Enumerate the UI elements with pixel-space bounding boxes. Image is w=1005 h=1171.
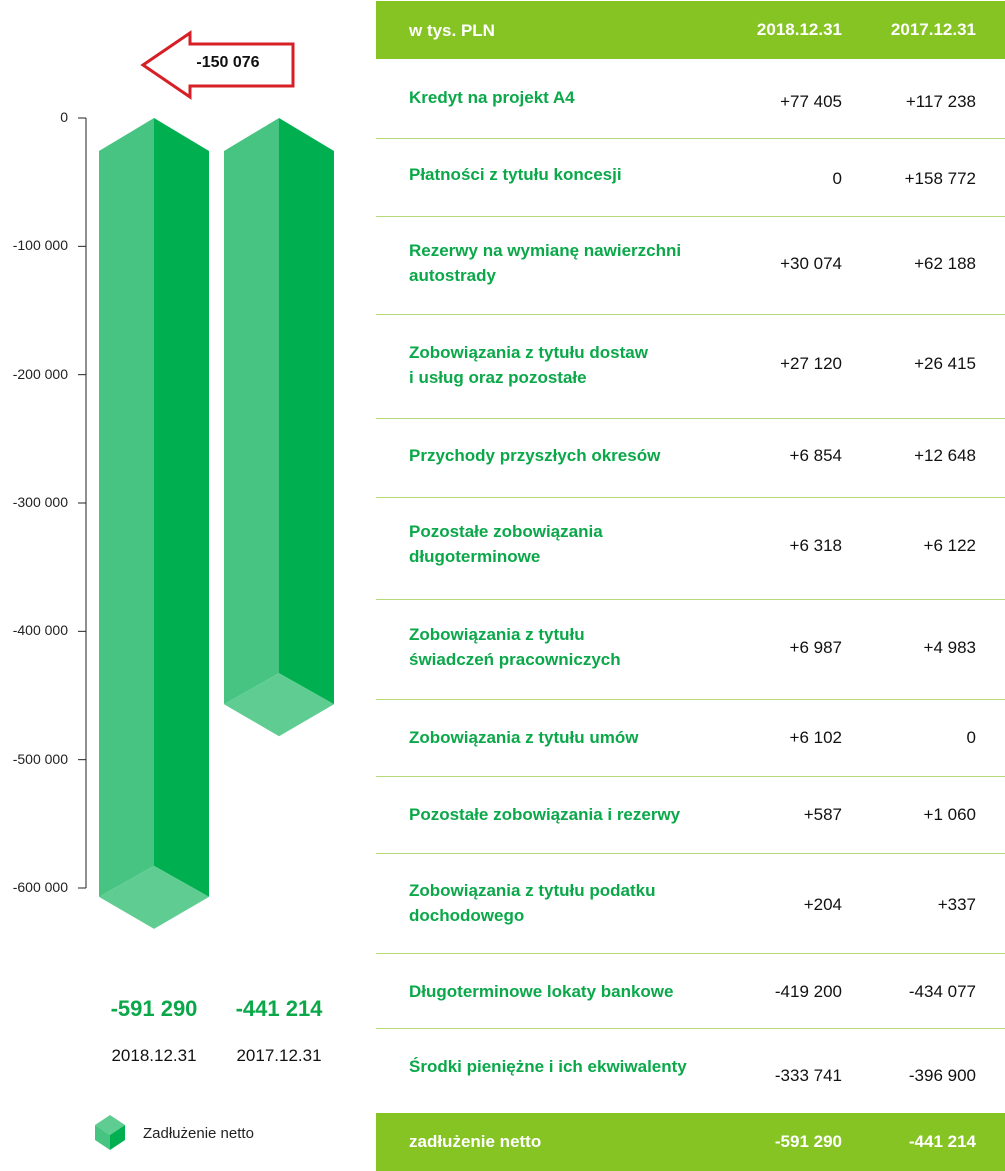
row-value-2018: +6 854 (789, 446, 842, 465)
row-label: Zobowiązania z tytułu świadczeń pracowni… (409, 625, 621, 669)
row-value-2017: -396 900 (908, 1066, 976, 1085)
bar-total-2018: -591 290 (110, 996, 198, 1021)
row-value-2017: +117 238 (905, 92, 976, 111)
chart-canvas (78, 30, 334, 1150)
row-value-2018: +6 987 (789, 638, 842, 657)
bar-date-2017: 2017.12.31 (236, 1046, 322, 1065)
row-label: Pozostałe zobowiązania i rezerwy (409, 805, 681, 824)
y-axis-tick-label: -200 000 (12, 365, 68, 382)
row-value-2018: +77 405 (780, 92, 842, 111)
row-label: Kredyt na projekt A4 (409, 88, 575, 107)
footer-label: zadłużenie netto (409, 1132, 542, 1151)
row-value-2018: +27 120 (780, 354, 842, 373)
row-value-2017: +4 983 (923, 638, 976, 657)
y-axis-tick-label: -100 000 (12, 237, 68, 254)
row-value-2018: +30 074 (780, 254, 842, 273)
table-footer: zadłużenie netto -591 290 -441 214 (376, 1113, 1005, 1171)
row-value-2017: +62 188 (914, 254, 976, 273)
row-value-2017: -434 077 (908, 982, 976, 1001)
difference-arrow (140, 30, 295, 100)
table-row: Pozostałe zobowiązania długoterminowe +6… (376, 498, 1005, 600)
y-axis-tick-label: 0 (60, 109, 68, 125)
bar-total-2017: -441 214 (235, 996, 323, 1021)
table-header: w tys. PLN 2018.12.31 2017.12.31 (376, 1, 1005, 59)
bar-side-face-2018 (154, 118, 209, 897)
row-value-2017: 0 (966, 728, 976, 747)
legend-label: Zadłużenie netto (143, 1125, 254, 1142)
header-col-2017: 2017.12.31 (890, 20, 976, 39)
bar-front-face-2018 (99, 118, 154, 897)
legend-cube-right (110, 1125, 125, 1150)
table-row: Rezerwy na wymianę nawierzchni autostrad… (376, 217, 1005, 315)
row-label: Długoterminowe lokaty bankowe (409, 982, 674, 1001)
bar-side-face-2017 (279, 118, 334, 705)
row-label: Środki pieniężne i ich ekwiwalenty (409, 1057, 687, 1076)
row-value-2017: +158 772 (904, 169, 976, 188)
row-value-2017: +337 (937, 895, 976, 914)
header-col-2018: 2018.12.31 (756, 20, 842, 39)
row-value-2017: +1 060 (923, 805, 976, 824)
row-value-2018: +587 (803, 805, 842, 824)
row-value-2018: +6 318 (789, 536, 842, 555)
footer-value-2017: -441 214 (908, 1132, 976, 1151)
row-label: Zobowiązania z tytułu umów (409, 728, 639, 747)
row-value-2017: +12 648 (914, 446, 976, 465)
net-debt-chart: 0 -100 000 -200 000 -300 000 -400 000 -500 00… (0, 0, 370, 1171)
y-axis-tick-label: -300 000 (12, 494, 68, 510)
row-value-2018: +204 (803, 895, 842, 914)
row-label: Zobowiązania z tytułu podatku dochodoweg… (409, 881, 656, 925)
row-value-2018: +6 102 (789, 728, 842, 747)
table-row: Pozostałe zobowiązania i rezerwy +587 +1… (376, 777, 1005, 854)
table-row: Płatności z tytułu koncesji 0 +158 772 (376, 139, 1005, 217)
bar-bottom-face-2017 (224, 673, 334, 737)
row-value-2017: +6 122 (923, 536, 976, 555)
table-row: Kredyt na projekt A4 +77 405 +117 238 (376, 59, 1005, 139)
table-row: Zobowiązania z tytułu podatku dochodoweg… (376, 854, 1005, 954)
legend-cube-left (95, 1125, 110, 1150)
table-row: Zobowiązania z tytułu dostaw i usług ora… (376, 315, 1005, 419)
row-value-2017: +26 415 (914, 354, 976, 373)
row-label: Płatności z tytułu koncesji (409, 165, 622, 184)
bar-front-face-2017 (224, 118, 279, 705)
table-row: Przychody przyszłych okresów +6 854 +12 … (376, 419, 1005, 498)
table-row: Długoterminowe lokaty bankowe -419 200 -… (376, 954, 1005, 1029)
row-value-2018: -419 200 (774, 982, 842, 1001)
y-axis-tick-label: -500 000 (12, 750, 68, 767)
bar-date-2018: 2018.12.31 (111, 1046, 197, 1065)
row-label: Rezerwy na wymianę nawierzchni autostrad… (409, 241, 682, 285)
y-axis-tick-label: -600 000 (12, 879, 68, 895)
table-row: Zobowiązania z tytułu świadczeń pracowni… (376, 600, 1005, 700)
row-label: Przychody przyszłych okresów (409, 446, 661, 465)
bar-bottom-face-2018 (99, 865, 209, 929)
y-axis-tick-label: -400 000 (12, 622, 68, 639)
footer-value-2018: -591 290 (774, 1132, 842, 1151)
row-value-2018: 0 (832, 169, 842, 188)
row-value-2018: -333 741 (774, 1066, 842, 1085)
difference-label: -150 076 (196, 54, 260, 71)
row-label: Pozostałe zobowiązania długoterminowe (409, 522, 603, 566)
row-label: Zobowiązania z tytułu dostaw i usług ora… (409, 343, 648, 387)
table-row: Zobowiązania z tytułu umów +6 102 0 (376, 700, 1005, 777)
table-row: Środki pieniężne i ich ekwiwalenty -333 … (376, 1029, 1005, 1114)
header-unit-label: w tys. PLN (409, 21, 495, 40)
